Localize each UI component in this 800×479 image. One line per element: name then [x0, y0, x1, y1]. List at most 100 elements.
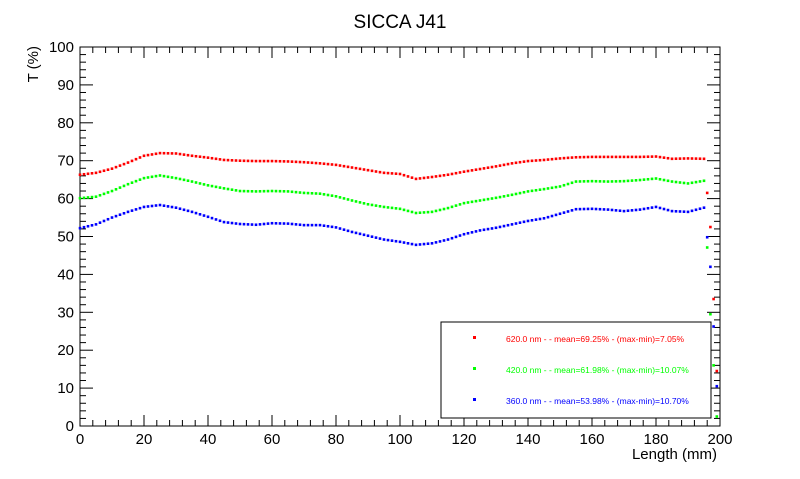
data-point [346, 198, 350, 201]
data-point [410, 242, 414, 246]
data-point [326, 193, 330, 197]
data-point [298, 191, 302, 194]
data-point [678, 210, 682, 213]
data-point [674, 180, 678, 184]
y-tick-label: 10 [57, 380, 74, 397]
data-point [286, 160, 290, 163]
data-point [486, 227, 490, 231]
data-point [266, 189, 270, 193]
data-point [478, 167, 482, 171]
data-point [626, 155, 630, 159]
data-point [602, 208, 606, 211]
data-point [554, 185, 558, 189]
data-point [594, 155, 598, 159]
legend-marker [473, 336, 476, 339]
data-point [482, 228, 486, 232]
data-point [386, 171, 390, 175]
data-point [494, 165, 498, 168]
data-point [698, 180, 702, 183]
data-point [438, 208, 442, 212]
data-point [310, 191, 314, 195]
data-point [454, 204, 458, 207]
data-point [686, 182, 690, 185]
data-point [698, 157, 702, 161]
data-point [670, 180, 674, 183]
data-point [442, 239, 446, 242]
data-point [562, 211, 566, 214]
data-point [242, 222, 246, 226]
data-point [502, 163, 506, 167]
data-point [582, 155, 586, 159]
data-point [634, 179, 638, 182]
data-point [712, 325, 715, 328]
data-point [338, 196, 342, 199]
data-point [342, 197, 346, 200]
data-point [394, 207, 398, 210]
data-point [266, 159, 270, 163]
data-point [518, 191, 522, 195]
data-point [306, 223, 310, 227]
data-point [530, 159, 534, 163]
data-point [170, 152, 174, 155]
data-point [546, 215, 550, 219]
data-point [282, 190, 286, 193]
data-point [130, 159, 134, 163]
legend-marker [473, 367, 476, 370]
data-point [398, 207, 402, 211]
data-point [686, 210, 690, 214]
data-point [646, 177, 650, 181]
data-point [134, 179, 138, 183]
data-point [122, 162, 126, 166]
data-point [198, 155, 202, 159]
data-point [590, 179, 594, 183]
data-point [278, 189, 282, 193]
data-point [462, 232, 466, 236]
data-point [246, 159, 250, 163]
data-point [670, 209, 674, 213]
data-point [534, 218, 538, 221]
x-tick-label: 80 [328, 431, 345, 448]
data-point [514, 161, 518, 165]
data-point [186, 179, 190, 182]
data-point [146, 205, 150, 208]
data-point [522, 190, 526, 194]
data-point [414, 177, 418, 181]
data-point [418, 211, 422, 215]
data-point [402, 208, 406, 212]
data-point [90, 172, 94, 175]
data-point [586, 155, 590, 159]
chart-title: SICCA J41 [354, 12, 447, 33]
data-point [582, 180, 586, 183]
data-point [458, 203, 462, 206]
data-point [518, 221, 522, 224]
data-point [134, 157, 138, 161]
data-point [358, 232, 362, 236]
data-point [282, 222, 286, 225]
data-point [386, 206, 390, 209]
data-point [454, 235, 458, 239]
data-point [358, 167, 362, 171]
data-point [170, 205, 174, 209]
data-point [598, 207, 602, 211]
data-point [446, 173, 450, 177]
data-point [134, 208, 138, 211]
y-axis-label: T (%) [25, 46, 42, 82]
data-point [458, 171, 462, 174]
data-point [458, 234, 462, 237]
data-point [386, 238, 390, 242]
data-point [510, 193, 514, 197]
data-point [538, 158, 542, 162]
data-point [298, 160, 302, 164]
data-point [390, 206, 394, 210]
data-point [202, 214, 206, 217]
data-point [98, 221, 102, 224]
data-point [554, 157, 558, 161]
data-point [270, 221, 274, 225]
data-point [262, 222, 266, 226]
x-tick-label: 0 [76, 431, 84, 448]
data-point [162, 174, 166, 178]
data-point [78, 173, 82, 177]
data-point [694, 180, 698, 184]
data-point [705, 235, 709, 239]
data-point [566, 210, 570, 213]
